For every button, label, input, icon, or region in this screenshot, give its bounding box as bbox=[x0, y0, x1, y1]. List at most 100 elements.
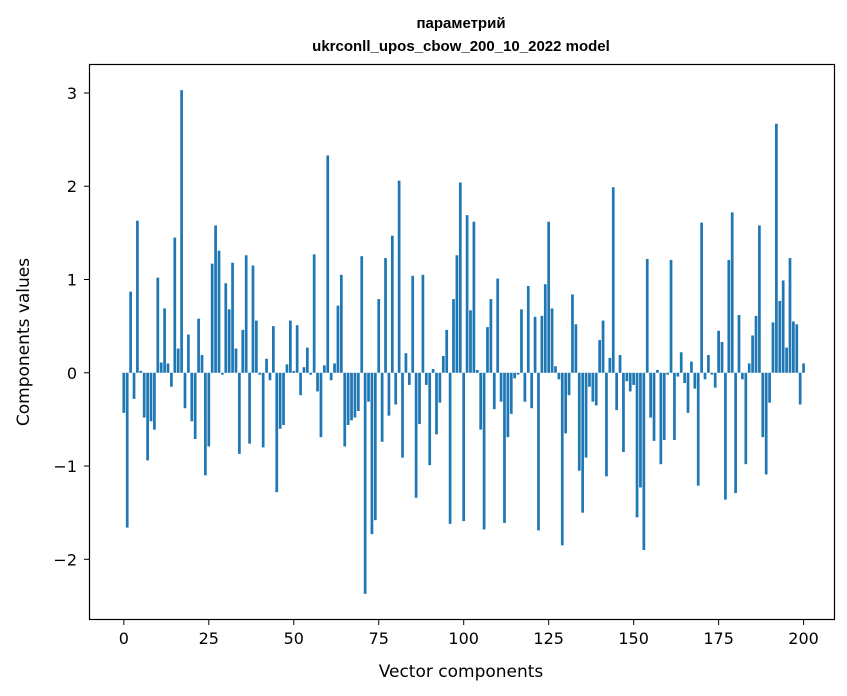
bar bbox=[187, 334, 190, 373]
bar bbox=[574, 324, 578, 373]
bar bbox=[479, 372, 483, 430]
bar bbox=[761, 372, 765, 438]
bar bbox=[533, 316, 537, 373]
bar bbox=[781, 280, 785, 373]
x-tick-label: 125 bbox=[533, 629, 564, 648]
y-axis-label: Components values bbox=[14, 258, 34, 426]
bar bbox=[567, 372, 571, 396]
bar bbox=[486, 327, 489, 373]
bar bbox=[407, 372, 411, 385]
x-tick-label: 150 bbox=[618, 629, 649, 648]
y-tick-label: 3 bbox=[67, 84, 77, 103]
bar bbox=[431, 369, 435, 373]
bar bbox=[458, 182, 462, 373]
bar bbox=[686, 372, 690, 413]
bar bbox=[659, 372, 663, 465]
bar bbox=[462, 372, 466, 522]
bar bbox=[679, 352, 683, 373]
bar bbox=[125, 372, 129, 528]
bar bbox=[353, 372, 357, 418]
bar bbox=[482, 372, 486, 530]
bar bbox=[564, 372, 568, 434]
bar bbox=[404, 353, 408, 373]
bar bbox=[543, 284, 547, 373]
bar bbox=[227, 309, 231, 373]
bar bbox=[248, 372, 251, 444]
x-tick-label: 175 bbox=[703, 629, 734, 648]
bar bbox=[571, 294, 574, 373]
bar bbox=[713, 372, 717, 388]
bar bbox=[523, 372, 527, 402]
bar bbox=[244, 255, 248, 373]
bar bbox=[441, 355, 445, 373]
bar bbox=[652, 372, 656, 441]
bar bbox=[258, 372, 262, 375]
bar bbox=[312, 254, 316, 373]
bar bbox=[608, 357, 612, 373]
bar bbox=[153, 372, 156, 430]
bar bbox=[560, 372, 564, 546]
bar bbox=[204, 372, 207, 476]
x-tick-label: 0 bbox=[119, 629, 129, 648]
bar bbox=[445, 329, 449, 373]
bar bbox=[309, 372, 313, 375]
bar bbox=[387, 372, 391, 416]
bar bbox=[764, 372, 768, 475]
y-tick-label: −1 bbox=[53, 457, 77, 476]
bar bbox=[367, 372, 370, 402]
bar bbox=[577, 372, 581, 471]
bar bbox=[475, 369, 479, 373]
bar bbox=[465, 215, 469, 373]
bar bbox=[183, 372, 187, 409]
x-tick-label: 25 bbox=[199, 629, 219, 648]
bar bbox=[414, 372, 418, 498]
bar bbox=[163, 308, 166, 373]
bar bbox=[142, 372, 146, 418]
bar bbox=[720, 342, 724, 373]
bar bbox=[197, 318, 200, 373]
bar bbox=[642, 372, 646, 550]
bar bbox=[690, 361, 693, 373]
bar bbox=[289, 320, 292, 373]
bar bbox=[754, 315, 758, 373]
bar bbox=[173, 237, 177, 373]
bar bbox=[588, 372, 591, 387]
bar bbox=[356, 372, 360, 412]
bar bbox=[645, 258, 649, 373]
x-tick-label: 200 bbox=[788, 629, 819, 648]
bar bbox=[234, 348, 238, 373]
bar bbox=[513, 372, 517, 379]
bar bbox=[751, 335, 754, 373]
bar bbox=[526, 286, 530, 373]
x-tick-label: 75 bbox=[369, 629, 389, 648]
bar bbox=[139, 370, 143, 373]
bar bbox=[516, 372, 520, 375]
bar bbox=[700, 222, 703, 373]
bar bbox=[217, 250, 221, 373]
bar bbox=[200, 355, 204, 373]
bar bbox=[339, 274, 343, 373]
bar bbox=[401, 372, 404, 458]
bar bbox=[149, 372, 153, 422]
bar bbox=[316, 372, 319, 392]
bar bbox=[669, 259, 673, 373]
bar bbox=[122, 372, 126, 413]
bar bbox=[384, 258, 387, 373]
bar bbox=[346, 372, 350, 426]
bar bbox=[622, 372, 625, 453]
x-tick-label: 50 bbox=[284, 629, 304, 648]
bar bbox=[170, 372, 173, 387]
bar bbox=[594, 372, 598, 406]
bar bbox=[707, 355, 710, 373]
bar bbox=[537, 372, 540, 531]
chart-title-line-2: ukrconll_upos_cbow_200_10_2022 model bbox=[312, 38, 610, 55]
bar bbox=[581, 372, 585, 513]
bar bbox=[424, 372, 428, 385]
bar bbox=[435, 372, 438, 435]
bar bbox=[472, 221, 476, 373]
bar bbox=[666, 372, 669, 375]
bar bbox=[635, 372, 639, 518]
bar bbox=[190, 372, 194, 422]
bar bbox=[193, 372, 197, 439]
